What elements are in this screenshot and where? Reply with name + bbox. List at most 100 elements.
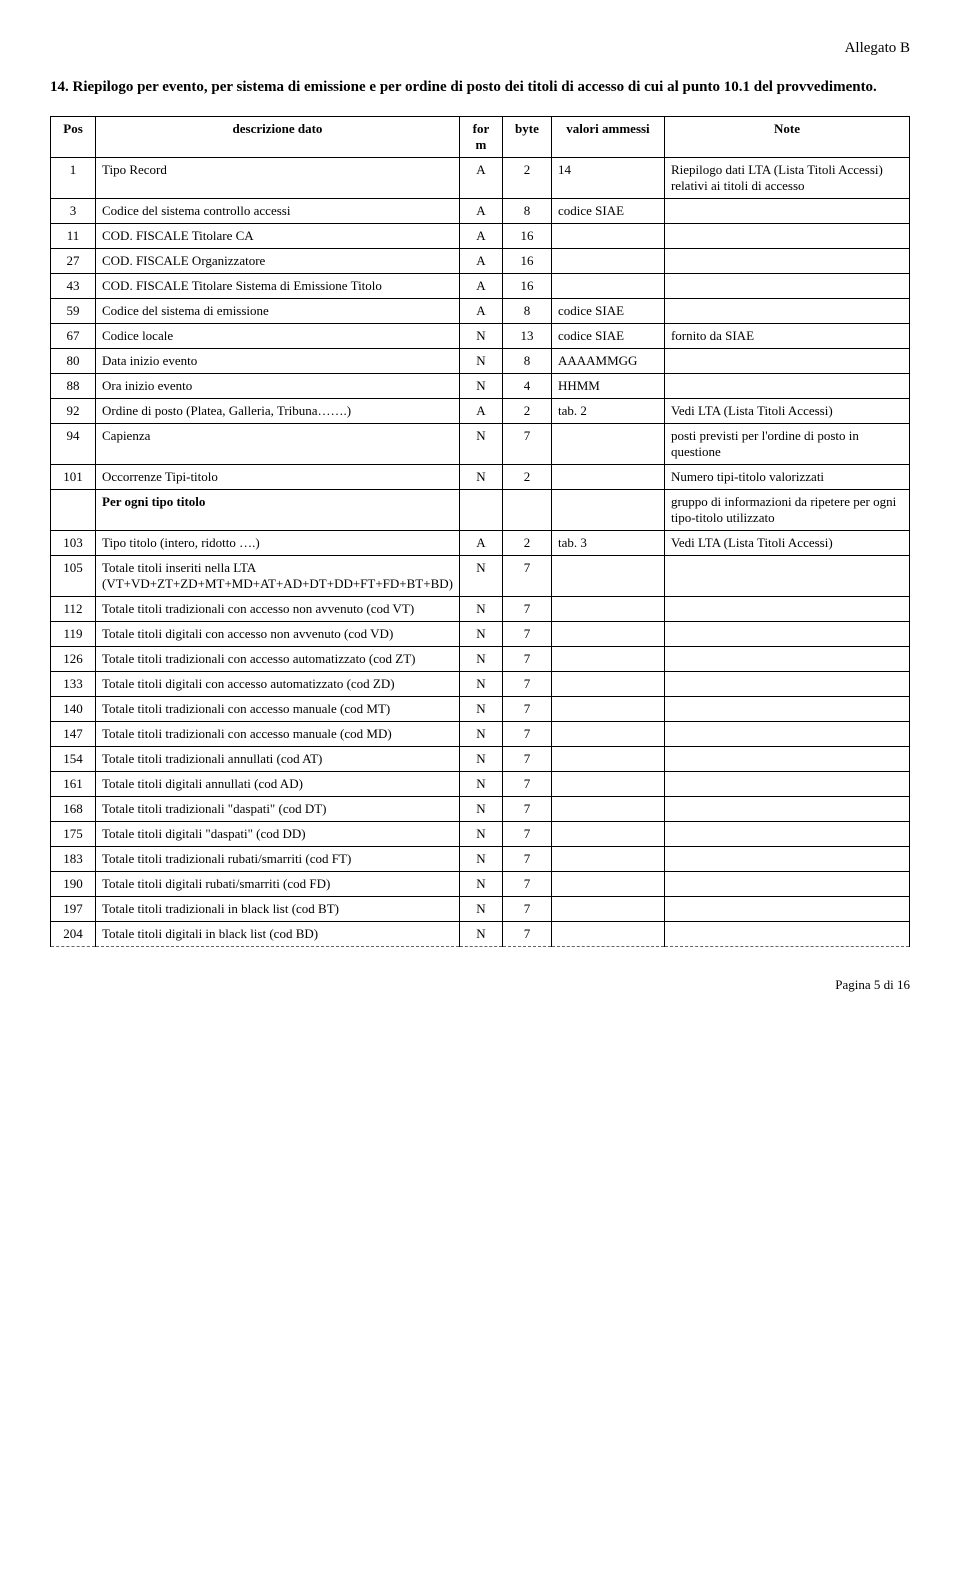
cell-form: N [459, 822, 502, 847]
table-row: 11COD. FISCALE Titolare CAA16 [51, 224, 910, 249]
cell-note: posti previsti per l'ordine di posto in … [664, 424, 909, 465]
cell-valori: codice SIAE [551, 324, 664, 349]
cell-form: N [459, 772, 502, 797]
cell-valori: 14 [551, 158, 664, 199]
cell-desc: Totale titoli digitali in black list (co… [96, 922, 460, 947]
cell-desc: Totale titoli tradizionali annullati (co… [96, 747, 460, 772]
cell-byte: 7 [502, 897, 551, 922]
table-row: 27COD. FISCALE OrganizzatoreA16 [51, 249, 910, 274]
table-row: 88Ora inizio eventoN4HHMM [51, 374, 910, 399]
cell-pos: 88 [51, 374, 96, 399]
header-allegato: Allegato B [50, 40, 910, 57]
table-row: Per ogni tipo titologruppo di informazio… [51, 490, 910, 531]
cell-pos: 3 [51, 199, 96, 224]
cell-byte: 16 [502, 274, 551, 299]
cell-pos [51, 490, 96, 531]
cell-valori [551, 672, 664, 697]
col-note: Note [664, 117, 909, 158]
table-row: 175Totale titoli digitali "daspati" (cod… [51, 822, 910, 847]
cell-byte: 2 [502, 465, 551, 490]
cell-valori [551, 797, 664, 822]
cell-byte: 7 [502, 922, 551, 947]
cell-form: N [459, 465, 502, 490]
cell-byte: 7 [502, 747, 551, 772]
table-row: 133Totale titoli digitali con accesso au… [51, 672, 910, 697]
cell-desc: Codice del sistema controllo accessi [96, 199, 460, 224]
cell-desc: Capienza [96, 424, 460, 465]
table-row: 168Totale titoli tradizionali "daspati" … [51, 797, 910, 822]
cell-desc: COD. FISCALE Titolare Sistema di Emissio… [96, 274, 460, 299]
cell-note [664, 872, 909, 897]
cell-form: N [459, 847, 502, 872]
cell-valori [551, 872, 664, 897]
cell-byte: 7 [502, 822, 551, 847]
cell-note: gruppo di informazioni da ripetere per o… [664, 490, 909, 531]
col-byte: byte [502, 117, 551, 158]
cell-form: N [459, 647, 502, 672]
cell-desc: Totale titoli digitali con accesso non a… [96, 622, 460, 647]
cell-pos: 126 [51, 647, 96, 672]
cell-desc: Totale titoli digitali annullati (cod AD… [96, 772, 460, 797]
cell-desc: Totale titoli tradizionali con accesso m… [96, 697, 460, 722]
cell-form: N [459, 897, 502, 922]
cell-desc: COD. FISCALE Titolare CA [96, 224, 460, 249]
cell-note: Vedi LTA (Lista Titoli Accessi) [664, 399, 909, 424]
table-row: 112Totale titoli tradizionali con access… [51, 597, 910, 622]
table-row: 147Totale titoli tradizionali con access… [51, 722, 910, 747]
cell-pos: 154 [51, 747, 96, 772]
cell-desc: Ordine di posto (Platea, Galleria, Tribu… [96, 399, 460, 424]
table-row: 197Totale titoli tradizionali in black l… [51, 897, 910, 922]
cell-form: N [459, 349, 502, 374]
cell-note [664, 274, 909, 299]
cell-pos: 103 [51, 531, 96, 556]
cell-byte: 7 [502, 797, 551, 822]
table-row: 119Totale titoli digitali con accesso no… [51, 622, 910, 647]
cell-byte: 13 [502, 324, 551, 349]
cell-form: A [459, 399, 502, 424]
cell-byte: 7 [502, 872, 551, 897]
cell-note: Vedi LTA (Lista Titoli Accessi) [664, 531, 909, 556]
cell-note [664, 672, 909, 697]
cell-valori: AAAAMMGG [551, 349, 664, 374]
cell-byte: 8 [502, 199, 551, 224]
table-row: 101Occorrenze Tipi-titoloN2Numero tipi-t… [51, 465, 910, 490]
table-row: 67Codice localeN13codice SIAEfornito da … [51, 324, 910, 349]
table-row: 92Ordine di posto (Platea, Galleria, Tri… [51, 399, 910, 424]
cell-pos: 197 [51, 897, 96, 922]
cell-desc: Tipo titolo (intero, ridotto ….) [96, 531, 460, 556]
cell-valori: tab. 3 [551, 531, 664, 556]
cell-pos: 147 [51, 722, 96, 747]
cell-pos: 59 [51, 299, 96, 324]
cell-byte: 7 [502, 722, 551, 747]
cell-pos: 204 [51, 922, 96, 947]
cell-pos: 105 [51, 556, 96, 597]
cell-pos: 161 [51, 772, 96, 797]
cell-byte: 7 [502, 647, 551, 672]
cell-byte: 7 [502, 622, 551, 647]
cell-form: A [459, 158, 502, 199]
cell-valori [551, 274, 664, 299]
cell-note [664, 374, 909, 399]
cell-valori [551, 465, 664, 490]
cell-form: N [459, 797, 502, 822]
cell-byte: 16 [502, 249, 551, 274]
cell-desc: Totale titoli digitali con accesso autom… [96, 672, 460, 697]
cell-pos: 175 [51, 822, 96, 847]
cell-valori [551, 747, 664, 772]
cell-note [664, 199, 909, 224]
cell-desc: Data inizio evento [96, 349, 460, 374]
table-row: 80Data inizio eventoN8AAAAMMGG [51, 349, 910, 374]
cell-valori [551, 822, 664, 847]
cell-byte: 7 [502, 556, 551, 597]
cell-pos: 94 [51, 424, 96, 465]
cell-note: fornito da SIAE [664, 324, 909, 349]
cell-pos: 1 [51, 158, 96, 199]
cell-pos: 183 [51, 847, 96, 872]
cell-desc: Codice del sistema di emissione [96, 299, 460, 324]
cell-byte: 8 [502, 349, 551, 374]
table-row: 105Totale titoli inseriti nella LTA (VT+… [51, 556, 910, 597]
cell-byte [502, 490, 551, 531]
cell-note [664, 722, 909, 747]
cell-desc: Totale titoli tradizionali in black list… [96, 897, 460, 922]
cell-valori [551, 722, 664, 747]
